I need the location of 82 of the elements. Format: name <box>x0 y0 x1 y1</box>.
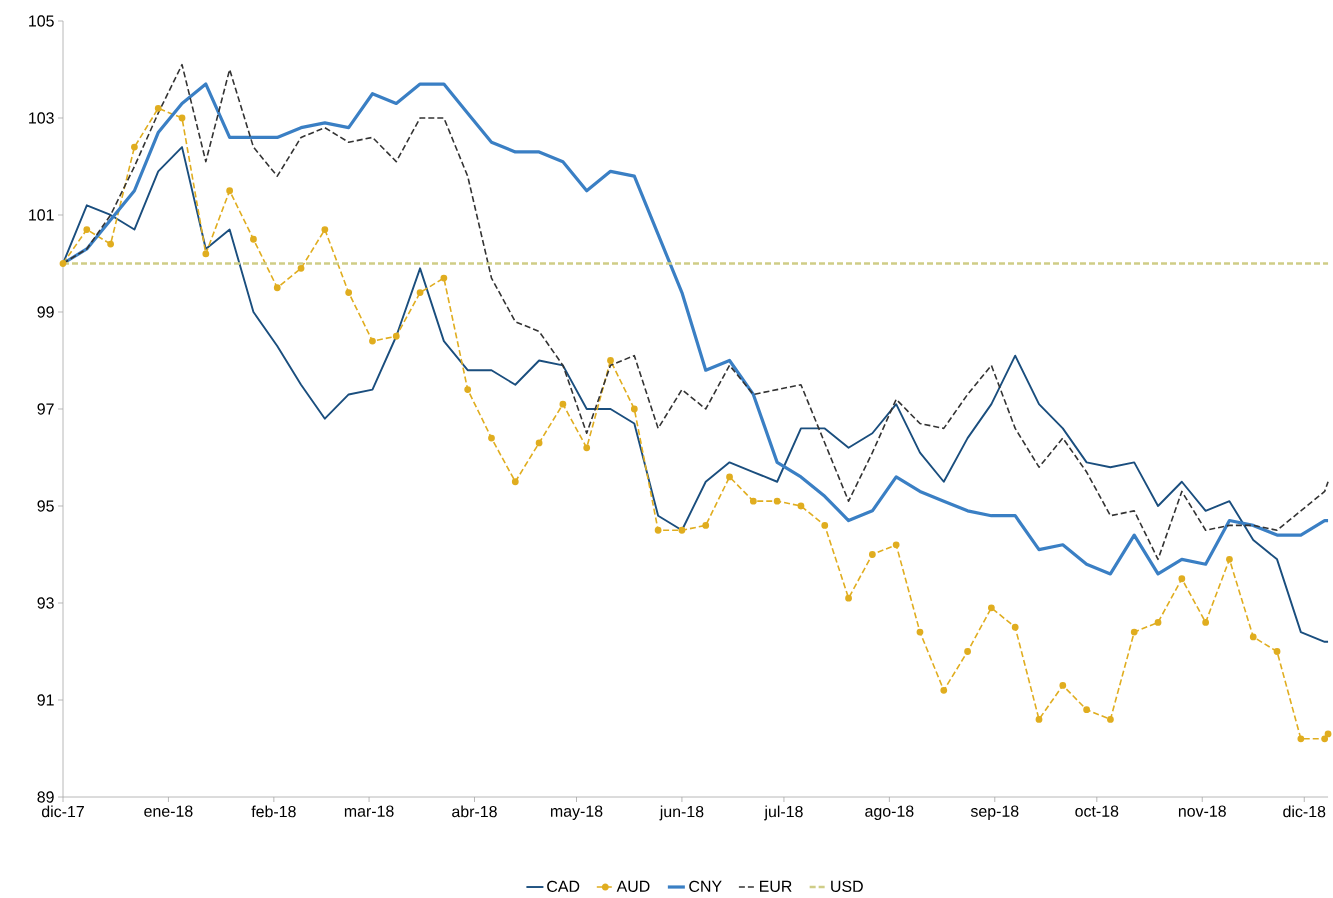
point <box>773 497 781 505</box>
x-tick-label: feb-18 <box>251 805 296 818</box>
point <box>273 284 281 292</box>
x-tick-label: ene-18 <box>144 805 193 817</box>
x-tick-label: dic-17 <box>41 805 84 818</box>
point <box>107 240 115 248</box>
point <box>345 289 353 296</box>
x-tick-label: nov-18 <box>1178 805 1226 817</box>
point <box>702 522 710 529</box>
point <box>1324 730 1332 738</box>
point <box>987 604 995 612</box>
x-tick-label: abr-18 <box>452 805 497 818</box>
point <box>535 439 543 447</box>
y-tick-label: 91 <box>37 694 54 706</box>
legend-label: CAD <box>547 880 580 892</box>
point <box>797 502 805 510</box>
point <box>131 143 138 151</box>
point <box>440 274 448 282</box>
point <box>202 250 210 258</box>
point <box>1035 716 1043 723</box>
point <box>583 444 591 452</box>
point <box>1321 735 1329 743</box>
x-tick-label: oct-18 <box>1075 805 1119 817</box>
point <box>630 405 638 413</box>
point <box>464 386 472 393</box>
point <box>678 526 686 534</box>
point <box>916 628 924 636</box>
point <box>726 473 733 481</box>
point <box>488 434 495 442</box>
point <box>1202 619 1210 626</box>
point <box>1273 648 1281 655</box>
point <box>1059 682 1067 689</box>
point <box>1154 619 1162 626</box>
point <box>964 648 971 655</box>
point <box>1107 716 1114 723</box>
point <box>369 337 376 345</box>
point <box>178 114 186 122</box>
x-tick-label: dic-18 <box>1283 805 1326 818</box>
y-tick-label: 97 <box>37 403 54 415</box>
x-tick-label: sep-18 <box>970 805 1019 820</box>
point <box>154 104 162 112</box>
point <box>83 226 91 233</box>
point <box>59 260 67 267</box>
y-tick-label: 103 <box>29 112 54 124</box>
y-tick-label: 105 <box>29 15 54 27</box>
x-tick-label: mar-18 <box>344 805 394 817</box>
point <box>511 478 519 486</box>
point <box>940 686 948 694</box>
point <box>892 541 900 549</box>
x-tick-label: jul-18 <box>764 805 803 821</box>
point <box>226 187 234 195</box>
point <box>1011 623 1019 631</box>
y-tick-label: 99 <box>37 306 54 318</box>
point <box>321 226 329 233</box>
point <box>654 526 662 534</box>
y-tick-label: 93 <box>37 597 54 609</box>
point <box>392 332 400 340</box>
x-tick-label: jun-18 <box>659 805 704 821</box>
point <box>1249 633 1257 641</box>
point <box>297 264 305 272</box>
point <box>868 551 876 558</box>
legend-label: CNY <box>689 880 722 892</box>
x-tick-label: ago-18 <box>865 805 914 820</box>
x-tick-label: may-18 <box>550 805 603 820</box>
point <box>250 235 257 243</box>
point <box>1083 706 1091 714</box>
point <box>416 289 424 296</box>
point <box>1178 575 1186 583</box>
point <box>845 594 852 602</box>
y-tick-label: 101 <box>29 209 54 221</box>
point <box>1297 735 1305 743</box>
point <box>749 497 757 505</box>
legend-label: AUD <box>616 880 650 892</box>
point <box>1130 628 1138 636</box>
y-tick-label: 89 <box>37 791 54 803</box>
point <box>607 357 614 364</box>
y-tick-label: 95 <box>37 500 54 512</box>
point <box>559 400 567 408</box>
legend-label: EUR <box>760 880 792 892</box>
legend-label: USD <box>831 880 863 892</box>
point <box>1226 555 1233 563</box>
point <box>821 522 829 529</box>
